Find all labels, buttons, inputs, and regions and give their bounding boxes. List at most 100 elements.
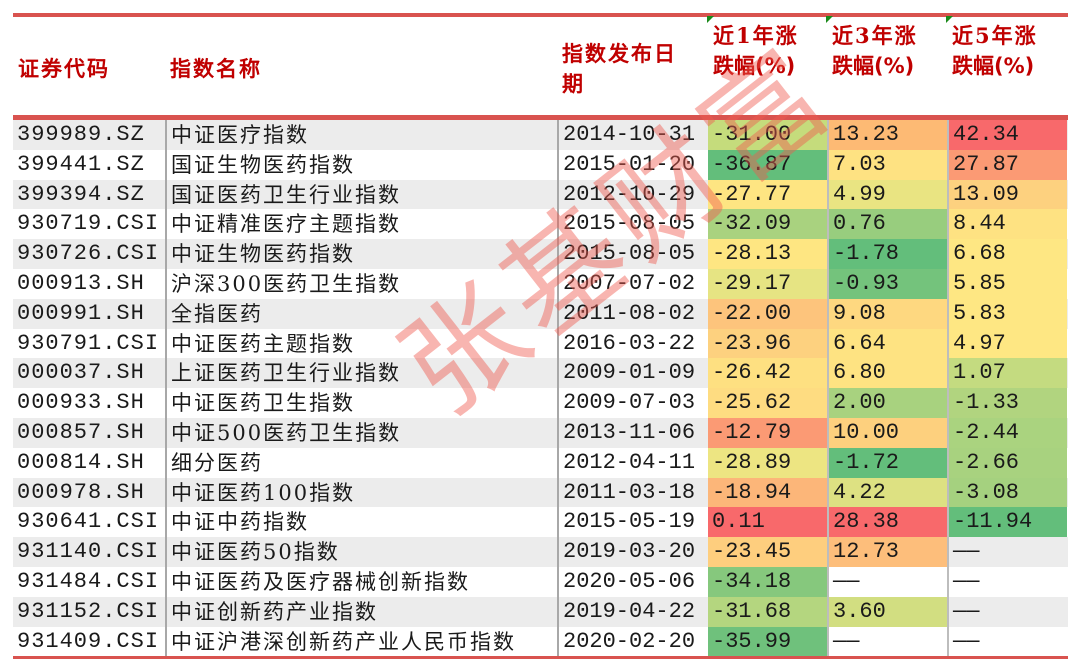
- table-body: 399989.SZ 中证医疗指数 2014-10-31 -31.00 13.23 42.3…: [13, 120, 1068, 657]
- cell-publish-date: 2019-03-20: [557, 537, 708, 567]
- cell-publish-date: 2011-03-18: [557, 477, 708, 508]
- header-name-label: 指数名称: [170, 56, 262, 81]
- header-name: 指数名称: [165, 17, 557, 115]
- cell-3y-change: 13.23: [827, 120, 947, 150]
- cell-3y-change: 3.60: [827, 596, 947, 627]
- table-row: 000857.SH 中证500医药卫生指数 2013-11-06 -12.79 10.0…: [13, 417, 1068, 448]
- cell-3y-change: 4.22: [827, 477, 947, 508]
- cell-index-name: 中证医药卫生指数: [165, 388, 557, 418]
- header-1y-line2: 跌幅(%): [713, 54, 796, 78]
- cell-code: 000933.SH: [17, 390, 145, 416]
- cell-1y-change: -34.18: [708, 566, 827, 597]
- cell-publish-date: 2012-04-11: [557, 447, 708, 478]
- table-row: 930719.CSI 中证精准医疗主题指数 2015-08-05 -32.09 0.76…: [13, 209, 1068, 240]
- cell-publish-date: 2015-01-20: [557, 149, 708, 180]
- header-5y-line2: 跌幅(%): [952, 54, 1035, 78]
- cell-publish-date: 2009-07-03: [557, 388, 708, 418]
- header-3y-label: 近3年涨 跌幅(%): [832, 21, 918, 81]
- top-rule: [13, 13, 1068, 17]
- header-date-line1: 指数发布日: [562, 41, 677, 66]
- cell-publish-date: 2016-03-22: [557, 328, 708, 359]
- cell-1y-change: -31.00: [708, 120, 827, 150]
- cell-3y-change: ——: [827, 566, 947, 597]
- cell-1y-change: -28.13: [708, 239, 827, 269]
- cell-5y-change: 27.87: [947, 149, 1067, 180]
- cell-code: 000978.SH: [17, 479, 145, 505]
- cell-code: 930641.CSI: [17, 509, 160, 535]
- header-5y-change: 近5年涨 跌幅(%): [946, 16, 1067, 115]
- cell-5y-change: 4.97: [947, 328, 1067, 359]
- cell-index-name: 中证生物医药指数: [165, 239, 557, 269]
- table-row: 930791.CSI 中证医药主题指数 2016-03-22 -23.96 6.64 4.…: [13, 328, 1068, 359]
- cell-1y-change: -31.68: [708, 596, 827, 627]
- cell-index-name: 沪深300医药卫生指数: [165, 268, 557, 299]
- cell-1y-change: -35.99: [708, 626, 827, 657]
- cell-publish-date: 2015-05-19: [557, 507, 708, 538]
- cell-index-name: 国证医药卫生行业指数: [165, 179, 557, 210]
- cell-code: 000857.SH: [17, 419, 145, 445]
- cell-publish-date: 2015-08-05: [557, 209, 708, 240]
- cell-code: 931152.CSI: [17, 598, 160, 624]
- cell-index-name: 中证医药100指数: [165, 477, 557, 508]
- cell-5y-change: 6.68: [947, 239, 1067, 269]
- cell-publish-date: 2015-08-05: [557, 239, 708, 269]
- cell-5y-change: 5.85: [947, 268, 1067, 299]
- cell-code: 000814.SH: [17, 449, 145, 475]
- cell-index-name: 中证500医药卫生指数: [165, 417, 557, 448]
- index-performance-table: 证券代码 指数名称 指数发布日 期 近1年涨 跌幅(%) 近3年涨 跌幅(%): [13, 13, 1068, 660]
- cell-1y-change: -23.96: [708, 328, 827, 359]
- cell-publish-date: 2011-08-02: [557, 298, 708, 329]
- bottom-rule: [13, 656, 1068, 660]
- cell-3y-change: 6.80: [827, 358, 947, 389]
- table-row: 930726.CSI 中证生物医药指数 2015-08-05 -28.13 -1.78 6…: [13, 239, 1068, 269]
- cell-5y-change: 8.44: [947, 209, 1067, 240]
- cell-publish-date: 2020-02-20: [557, 626, 708, 657]
- cell-code: 000037.SH: [17, 360, 145, 386]
- cell-1y-change: -32.09: [708, 209, 827, 240]
- cell-5y-change: -3.08: [947, 477, 1067, 508]
- cell-3y-change: 12.73: [827, 537, 947, 567]
- header-5y-line1: 近5年涨: [952, 23, 1038, 48]
- header-rule: [13, 115, 1068, 120]
- cell-3y-change: 4.99: [827, 179, 947, 210]
- cell-code: 399394.SZ: [17, 181, 145, 207]
- cell-3y-change: 28.38: [827, 507, 947, 538]
- table-row: 399989.SZ 中证医疗指数 2014-10-31 -31.00 13.23 42.3…: [13, 120, 1068, 150]
- cell-3y-change: 9.08: [827, 298, 947, 329]
- cell-3y-change: 2.00: [827, 388, 947, 418]
- cell-1y-change: -28.89: [708, 447, 827, 478]
- cell-1y-change: 0.11: [708, 507, 827, 538]
- header-1y-label: 近1年涨 跌幅(%): [713, 21, 799, 81]
- cell-5y-change: 13.09: [947, 179, 1067, 210]
- cell-index-name: 中证医药主题指数: [165, 328, 557, 359]
- cell-1y-change: -27.77: [708, 179, 827, 210]
- cell-5y-change: ——: [947, 537, 1067, 567]
- cell-index-name: 中证沪港深创新药产业人民币指数: [165, 626, 557, 657]
- cell-1y-change: -22.00: [708, 298, 827, 329]
- cell-1y-change: -29.17: [708, 268, 827, 299]
- table-row: 399394.SZ 国证医药卫生行业指数 2012-10-29 -27.77 4.99 1…: [13, 179, 1068, 210]
- cell-1y-change: -18.94: [708, 477, 827, 508]
- cell-5y-change: -11.94: [947, 507, 1067, 538]
- cell-5y-change: -2.44: [947, 417, 1067, 448]
- comment-flag-icon: [707, 16, 714, 23]
- table-row: 000933.SH 中证医药卫生指数 2009-07-03 -25.62 2.00 -1.…: [13, 388, 1068, 418]
- cell-code: 399441.SZ: [17, 151, 145, 177]
- table-row: 931140.CSI 中证医药50指数 2019-03-20 -23.45 12.73—…: [13, 537, 1068, 567]
- cell-1y-change: -36.87: [708, 149, 827, 180]
- cell-code: 399989.SZ: [17, 122, 145, 147]
- table-row: 930641.CSI 中证中药指数 2015-05-19 0.11 28.38 -11.9…: [13, 507, 1068, 538]
- header-3y-change: 近3年涨 跌幅(%): [826, 16, 947, 115]
- cell-code: 930719.CSI: [17, 211, 160, 237]
- table-row: 000978.SH 中证医药100指数 2011-03-18 -18.94 4.22 -3…: [13, 477, 1068, 508]
- cell-3y-change: 7.03: [827, 149, 947, 180]
- cell-5y-change: 42.34: [947, 120, 1067, 150]
- header-3y-line2: 跌幅(%): [832, 54, 915, 78]
- table-header: 证券代码 指数名称 指数发布日 期 近1年涨 跌幅(%) 近3年涨 跌幅(%): [13, 16, 1068, 115]
- cell-5y-change: ——: [947, 596, 1067, 627]
- cell-5y-change: 5.83: [947, 298, 1067, 329]
- cell-publish-date: 2012-10-29: [557, 179, 708, 210]
- table-row: 000037.SH 上证医药卫生行业指数 2009-01-09 -26.42 6.80 1…: [13, 358, 1068, 389]
- cell-publish-date: 2019-04-22: [557, 596, 708, 627]
- cell-code: 930726.CSI: [17, 241, 160, 267]
